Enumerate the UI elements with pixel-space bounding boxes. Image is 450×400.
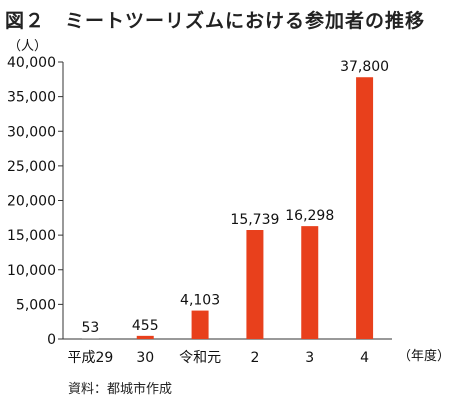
y-tick-label: 20,000 — [7, 194, 56, 210]
data-label: 15,739 — [230, 212, 279, 228]
y-ticks: 0 5,000 10,000 15,000 20,000 25,000 30,000 35,0… — [7, 55, 63, 348]
y-tick-label: 40,000 — [7, 55, 56, 71]
x-ticks: 平成29 30 令和元 2 3 4 — [68, 350, 370, 366]
y-tick-label: 0 — [47, 332, 56, 348]
chart-title: 図２ ミートツーリズムにおける参加者の推移 — [5, 10, 426, 32]
x-tick-label: 3 — [305, 350, 314, 366]
bar — [191, 310, 209, 339]
y-tick-label: 35,000 — [7, 90, 56, 106]
y-tick-label: 25,000 — [7, 159, 56, 175]
data-label: 16,298 — [285, 208, 334, 224]
y-tick-label: 10,000 — [7, 263, 56, 279]
x-axis-unit-label: （年度） — [398, 348, 450, 364]
data-label: 455 — [132, 318, 159, 334]
x-tick-label: 4 — [360, 350, 369, 366]
bars — [81, 77, 374, 340]
x-tick-label: 令和元 — [179, 350, 221, 366]
x-tick-label: 平成29 — [68, 350, 114, 366]
y-axis-unit-label: （人） — [8, 39, 47, 54]
axes — [62, 62, 392, 340]
y-tick-label: 5,000 — [16, 297, 56, 313]
bar — [356, 77, 374, 340]
y-tick-label: 30,000 — [7, 124, 56, 140]
bar — [301, 226, 319, 339]
y-tick-label: 15,000 — [7, 228, 56, 244]
source-note: 資料：都城市作成 — [68, 382, 173, 397]
bar — [81, 338, 99, 339]
bar — [136, 335, 154, 339]
x-tick-label: 2 — [250, 350, 259, 366]
data-labels: 53 455 4,103 15,739 16,298 37,800 — [82, 59, 390, 336]
x-tick-label: 30 — [136, 350, 154, 366]
data-label: 4,103 — [180, 293, 220, 309]
bar — [246, 230, 264, 339]
data-label: 37,800 — [340, 59, 389, 75]
data-label: 53 — [82, 320, 100, 336]
